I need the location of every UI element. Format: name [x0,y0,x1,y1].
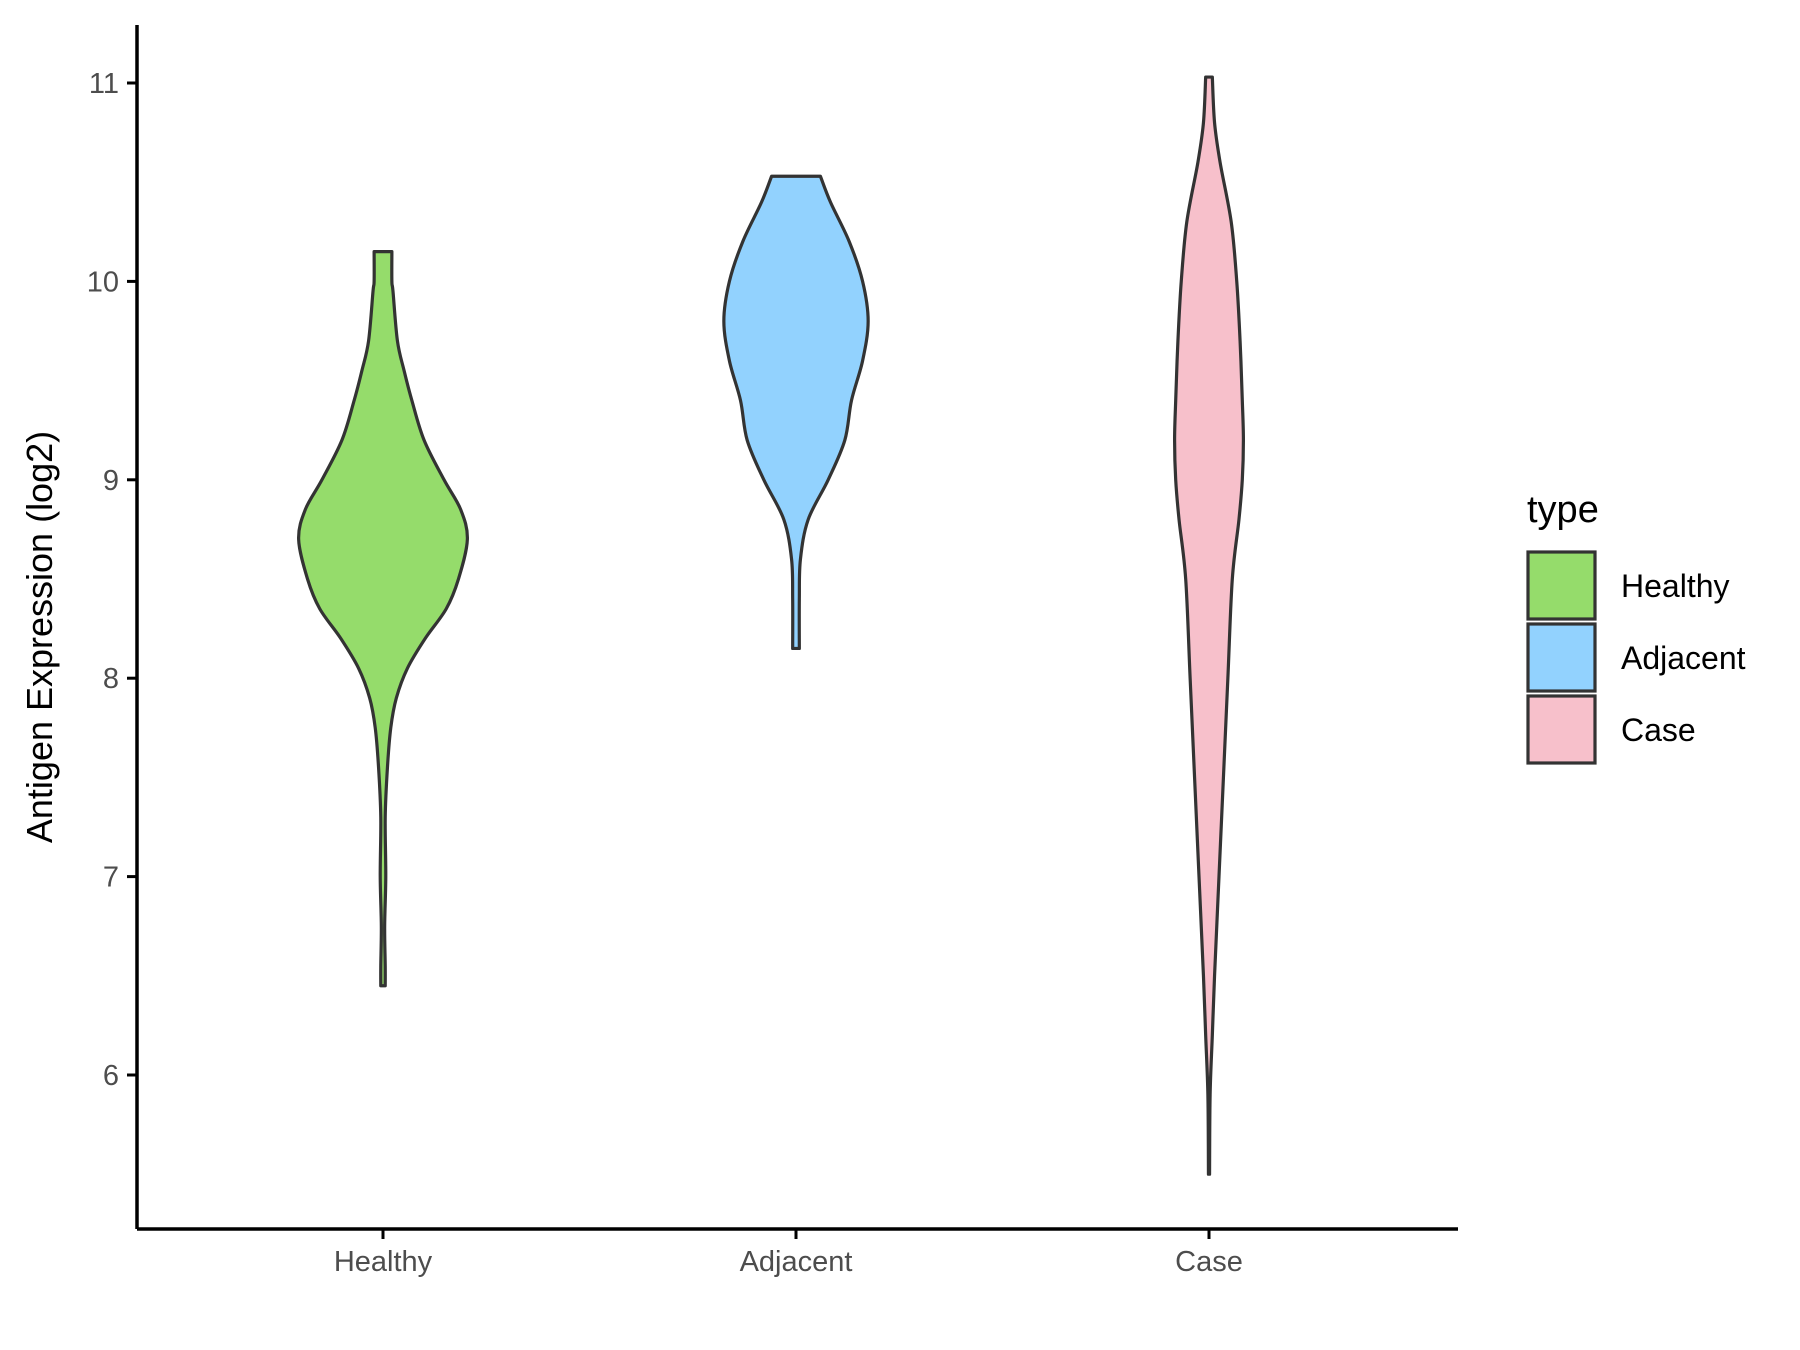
y-tick-label: 6 [103,1060,119,1092]
y-tick-label: 8 [103,663,119,695]
y-tick-label: 10 [87,266,119,298]
legend-label-healthy: Healthy [1621,568,1730,604]
violin-case [1172,75,1246,1176]
legend-title: type [1527,489,1599,531]
x-tick-label: Adjacent [740,1246,853,1278]
legend-swatch-healthy [1526,550,1597,621]
legend-swatch-adjacent [1526,622,1597,693]
y-tick-label: 7 [103,862,119,894]
legend-swatch-case [1526,694,1597,765]
legend-label-adjacent: Adjacent [1621,640,1746,676]
axes: 6 7 8 9 10 11 Healthy Adjacent Case [87,25,1458,1278]
legend-label-case: Case [1621,712,1696,748]
violin-adjacent [722,174,870,651]
y-tick-label: 11 [89,68,119,100]
y-axis-title: Antigen Expression (log2) [19,431,60,843]
x-ticks: Healthy Adjacent Case [334,1229,1243,1278]
legend: type Healthy Adjacent Case [1526,489,1746,765]
violin-group [297,75,1246,1176]
y-tick-label: 9 [103,465,119,497]
x-tick-label: Case [1175,1246,1243,1278]
violin-healthy [297,250,469,988]
x-tick-label: Healthy [334,1246,433,1278]
y-ticks: 6 7 8 9 10 11 [87,68,137,1092]
